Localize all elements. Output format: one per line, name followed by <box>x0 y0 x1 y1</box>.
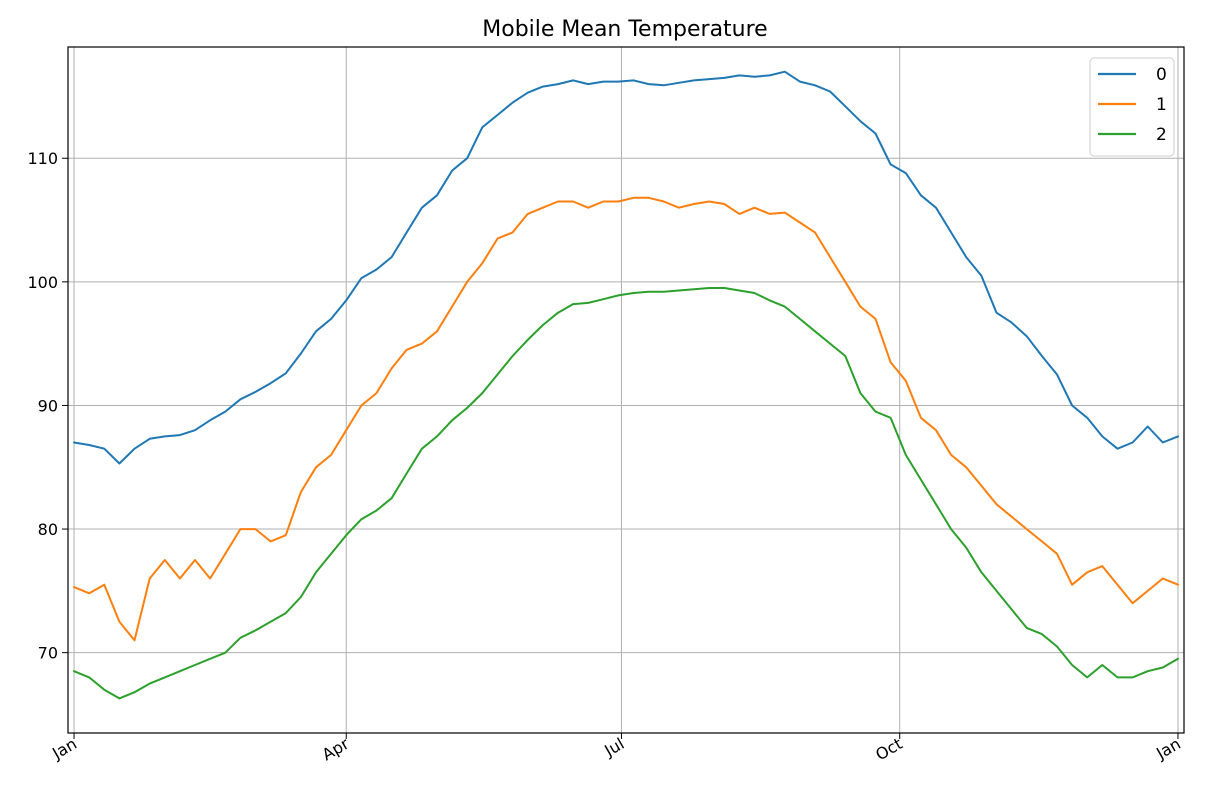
x-tick-label: Jan <box>48 734 80 763</box>
series-line-0 <box>73 70 1179 465</box>
y-tick-label: 80 <box>38 520 58 539</box>
legend-label-1: 1 <box>1156 95 1167 115</box>
legend-label-0: 0 <box>1156 65 1167 85</box>
chart-title: Mobile Mean Temperature <box>482 17 767 42</box>
plot-frame <box>67 46 1185 734</box>
x-tick-label: Jan <box>1152 734 1184 763</box>
series-line-2 <box>73 287 1179 700</box>
y-tick-label: 110 <box>27 149 58 168</box>
x-tick-label: Jul <box>600 734 627 761</box>
y-tick-label: 70 <box>38 644 58 663</box>
series-line-1 <box>73 196 1179 642</box>
x-tick-label: Oct <box>872 734 905 764</box>
legend-label-2: 2 <box>1156 125 1167 145</box>
y-tick-label: 100 <box>27 273 58 292</box>
x-axis: Jan Apr Jul Oct Jan <box>48 733 1184 764</box>
grid-lines <box>68 47 1184 733</box>
legend-box <box>1089 57 1175 157</box>
series-layer <box>73 70 1179 700</box>
legend: 0 1 2 <box>1089 57 1175 157</box>
y-tick-label: 90 <box>38 396 58 415</box>
y-axis: 70 80 90 100 110 <box>27 149 68 663</box>
x-tick-label: Apr <box>319 734 353 765</box>
